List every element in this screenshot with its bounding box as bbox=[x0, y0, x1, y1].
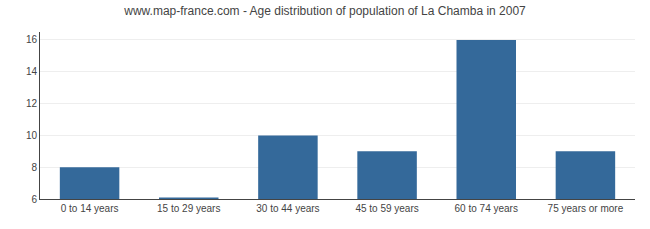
svg-text:8: 8 bbox=[31, 162, 37, 173]
svg-text:45 to 59 years: 45 to 59 years bbox=[355, 203, 418, 214]
svg-text:75 years or more: 75 years or more bbox=[548, 203, 624, 214]
svg-text:15 to 29 years: 15 to 29 years bbox=[157, 203, 220, 214]
svg-text:14: 14 bbox=[26, 66, 38, 77]
svg-text:16: 16 bbox=[26, 34, 38, 45]
svg-text:60 to 74 years: 60 to 74 years bbox=[455, 203, 518, 214]
svg-text:30 to 44 years: 30 to 44 years bbox=[256, 203, 319, 214]
svg-text:0 to 14 years: 0 to 14 years bbox=[61, 203, 119, 214]
svg-text:10: 10 bbox=[26, 130, 38, 141]
svg-text:12: 12 bbox=[26, 98, 38, 109]
svg-text:6: 6 bbox=[31, 194, 37, 205]
svg-text:www.map-france.com - Age distr: www.map-france.com - Age distribution of… bbox=[123, 4, 526, 18]
